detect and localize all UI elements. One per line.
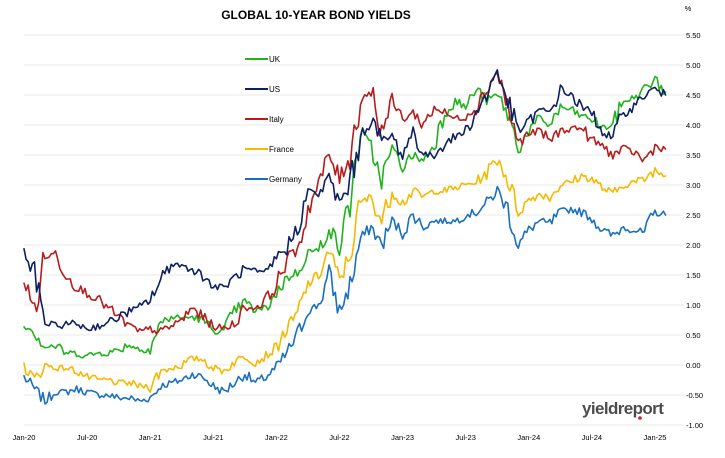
gridlines [24,34,684,426]
x-tick-label: Jan-22 [265,433,288,442]
legend-label-germany: Germany [269,175,302,184]
series-line-germany [23,185,667,405]
legend-label-france: France [269,145,294,154]
chart-title: GLOBAL 10-YEAR BOND YIELDS [221,8,411,22]
y-tick-label: 4.50 [686,91,701,100]
x-axis: Jan-20 Jul-20 Jan-21 Jul-21 Jan-22 Jul-22 Jan-… [13,433,667,442]
y-tick-label: 1.00 [686,301,701,310]
legend-label-italy: Italy [269,115,284,124]
legend: UK US Italy France Germany [245,55,302,184]
series-line-us [23,69,667,332]
y-tick-label: 3.50 [686,151,701,160]
y-tick-label: -1.00 [686,421,703,430]
series-line-uk [23,75,667,359]
y-tick-label: 0.00 [686,361,701,370]
series-line-italy [23,72,667,335]
y-tick-label: 5.00 [686,61,701,70]
legend-label-uk: UK [269,55,281,64]
y-tick-label: 4.00 [686,121,701,130]
x-tick-label: Jul-24 [582,433,602,442]
x-tick-label: Jul-20 [77,433,97,442]
x-tick-label: Jan-20 [13,433,36,442]
x-tick-label: Jul-23 [455,433,475,442]
y-tick-label: -0.50 [686,391,703,400]
series-lines [23,69,667,405]
x-tick-label: Jul-22 [329,433,349,442]
logo-wordmark: yieldreport [582,399,664,418]
legend-label-us: US [269,85,280,94]
series-line-france [23,159,667,394]
y-tick-label: 1.50 [686,271,701,280]
x-tick-label: Jan-23 [391,433,414,442]
y-tick-label: 5.50 [686,31,701,40]
yieldreport-logo: yieldreport [582,399,665,420]
x-tick-label: Jan-24 [517,433,540,442]
y-axis: 5.50 5.00 4.50 4.00 3.50 3.00 2.50 2.00 1.50 1.00… [686,31,703,430]
y-tick-label: 2.00 [686,241,701,250]
y-axis-unit-label: % [685,4,692,13]
y-tick-label: 2.50 [686,211,701,220]
y-tick-label: 3.00 [686,181,701,190]
logo-accent-dot [638,416,642,420]
x-tick-label: Jan-21 [139,433,162,442]
x-tick-label: Jul-21 [203,433,223,442]
x-tick-label: Jan-25 [644,433,667,442]
y-tick-label: 0.50 [686,331,701,340]
